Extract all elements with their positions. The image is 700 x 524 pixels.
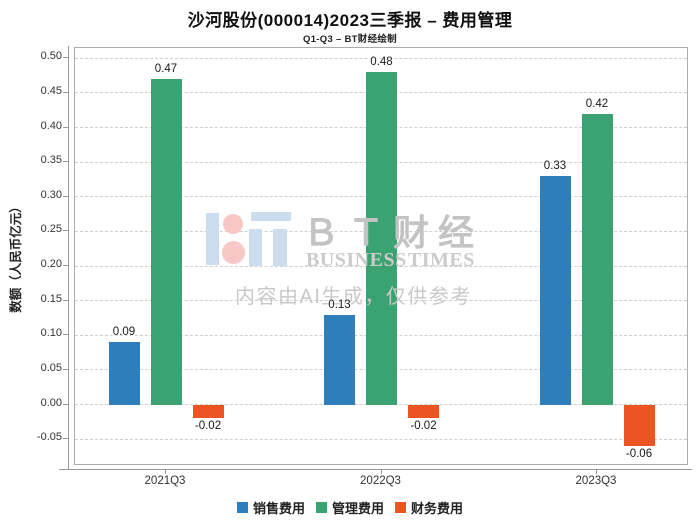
bar: [324, 314, 355, 405]
logo-bar-icon: [206, 213, 219, 265]
y-tick-mark: [63, 126, 68, 128]
y-tick-mark: [63, 299, 68, 301]
bar: [408, 404, 439, 419]
y-tick-label: 0.50: [40, 50, 62, 63]
bar-value-label: 0.47: [154, 63, 178, 76]
legend-item: 销售费用: [236, 498, 305, 517]
x-tick-label: 2023Q3: [575, 475, 617, 487]
y-tick-mark: [63, 161, 68, 163]
gridline: [75, 438, 687, 440]
bar: [150, 79, 182, 405]
plot-area: ＢＴ财经 BUSINESS TIMES 内容由AI生成，仅供参考 0.09 0.1…: [74, 47, 688, 465]
logo-bar-icon: [249, 229, 262, 266]
y-tick-mark: [63, 368, 68, 370]
y-tick-label: 0.10: [40, 327, 62, 340]
bar: [108, 342, 140, 405]
y-tick-mark: [63, 91, 68, 93]
y-tick-label: 0.00: [40, 396, 62, 409]
legend-label: 管理费用: [331, 500, 384, 516]
y-tick-label: -0.05: [36, 431, 62, 444]
logo-bar-icon: [273, 229, 287, 266]
y-tick-label: 0.40: [40, 119, 62, 132]
y-tick-label: 0.15: [40, 292, 62, 305]
bar-value-label: -0.02: [410, 420, 437, 433]
y-tick-label: 0.20: [40, 258, 62, 271]
y-tick-mark: [63, 334, 68, 336]
y-tick-mark: [63, 438, 68, 440]
gridline: [75, 57, 687, 59]
x-tick-mark: [380, 469, 382, 474]
x-tick-label: 2022Q3: [360, 475, 401, 487]
legend: 销售费用 管理费用 财务费用: [0, 498, 700, 516]
bar-value-label: -0.06: [625, 448, 653, 461]
bar: [192, 404, 224, 419]
legend-item: 管理费用: [315, 498, 384, 517]
bar-value-label: 0.42: [585, 97, 609, 110]
logo-bar-icon: [251, 212, 291, 221]
bar-value-label: -0.02: [194, 420, 222, 433]
x-axis-spine: [59, 469, 692, 470]
bar: [366, 72, 397, 405]
y-tick-mark: [63, 57, 68, 59]
y-tick-mark: [63, 195, 68, 197]
x-tick-label: 2021Q3: [144, 475, 186, 487]
x-tick-mark: [165, 469, 166, 474]
legend-swatch-icon: [236, 501, 248, 513]
y-tick-label: 0.05: [40, 361, 62, 374]
legend-item: 财务费用: [395, 498, 463, 517]
legend-swatch-icon: [395, 501, 406, 513]
bar-value-label: 0.48: [370, 56, 393, 69]
legend-label: 销售费用: [252, 500, 305, 516]
legend-swatch-icon: [315, 501, 327, 513]
y-axis-spine: [68, 46, 69, 470]
y-tick-label: 0.45: [40, 84, 62, 97]
bar: [581, 113, 613, 405]
legend-label: 财务费用: [411, 500, 464, 516]
bar-value-label: 0.09: [112, 326, 136, 339]
y-tick-label: 0.25: [40, 223, 62, 236]
y-tick-label: 0.35: [40, 154, 62, 167]
chart-title: 沙河股份(000014)2023三季报 – 费用管理: [187, 11, 513, 30]
x-tick-mark: [596, 469, 597, 474]
chart-subtitle: Q1-Q3 – BT财经绘制: [303, 34, 397, 45]
bar: [539, 175, 571, 405]
bt-logo-icon: [205, 212, 297, 268]
gridline: [75, 404, 687, 406]
bar: [623, 404, 655, 447]
y-tick-mark: [63, 265, 68, 267]
logo-dot-icon: [222, 241, 245, 264]
y-tick-label: 0.30: [40, 188, 62, 201]
bar-value-label: 0.13: [328, 298, 351, 311]
y-tick-mark: [63, 230, 68, 232]
bar-value-label: 0.33: [543, 159, 567, 172]
y-tick-mark: [63, 403, 68, 405]
